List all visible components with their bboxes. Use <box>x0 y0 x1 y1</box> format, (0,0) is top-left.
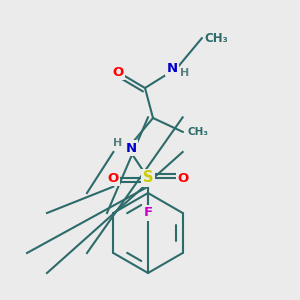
Text: N: N <box>125 142 136 154</box>
Text: N: N <box>167 61 178 74</box>
Text: CH₃: CH₃ <box>204 32 228 44</box>
Text: H: H <box>113 138 123 148</box>
Text: O: O <box>112 65 124 79</box>
Text: F: F <box>143 206 153 220</box>
Text: O: O <box>177 172 189 184</box>
Text: H: H <box>180 68 190 78</box>
Text: S: S <box>143 170 153 185</box>
Text: O: O <box>107 172 118 184</box>
Text: CH₃: CH₃ <box>187 127 208 137</box>
